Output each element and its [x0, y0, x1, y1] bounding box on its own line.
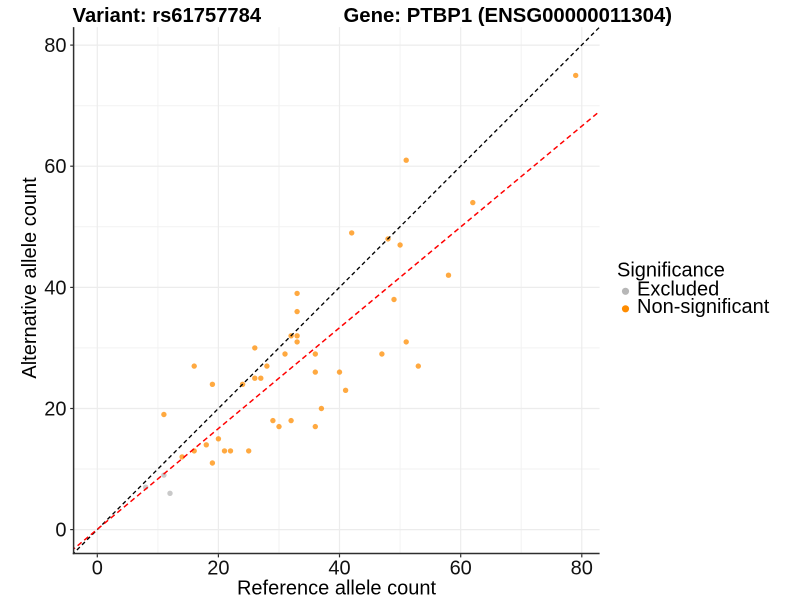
- svg-text:Excluded: Excluded: [637, 279, 719, 301]
- svg-text:Non-significant: Non-significant: [637, 296, 770, 318]
- svg-text:60: 60: [450, 558, 472, 580]
- svg-text:20: 20: [207, 558, 229, 580]
- svg-text:80: 80: [44, 35, 66, 57]
- svg-text:Variant: rs61757784: Variant: rs61757784: [73, 5, 262, 27]
- svg-text:40: 40: [44, 277, 66, 299]
- svg-text:Reference allele count: Reference allele count: [237, 578, 436, 600]
- svg-text:Significance: Significance: [617, 259, 725, 281]
- svg-text:0: 0: [92, 558, 103, 580]
- svg-text:Alternative allele count: Alternative allele count: [19, 177, 41, 379]
- svg-text:60: 60: [44, 156, 66, 178]
- svg-text:20: 20: [44, 399, 66, 421]
- svg-text:0: 0: [55, 520, 66, 542]
- svg-text:Gene: PTBP1 (ENSG00000011304): Gene: PTBP1 (ENSG00000011304): [344, 5, 673, 27]
- svg-text:80: 80: [571, 558, 593, 580]
- svg-text:40: 40: [328, 558, 350, 580]
